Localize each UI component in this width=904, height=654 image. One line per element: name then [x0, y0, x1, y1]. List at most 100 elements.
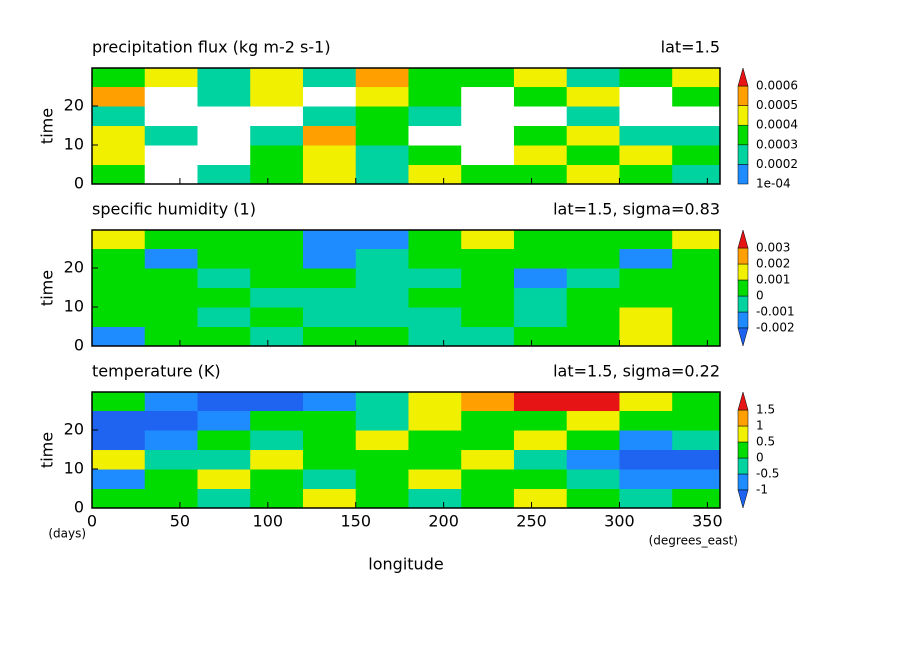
cell	[513, 449, 568, 470]
colorbar-label: -0.002	[756, 321, 795, 335]
colorbar-segment	[737, 441, 749, 459]
colorbar-segment	[737, 279, 749, 297]
cell	[355, 469, 409, 490]
cell	[619, 230, 673, 250]
cell	[513, 86, 568, 107]
cell	[197, 449, 251, 470]
colorbar-arrow	[737, 489, 749, 509]
cell	[461, 145, 515, 166]
cell	[302, 145, 357, 166]
cell	[197, 488, 251, 509]
cell	[566, 469, 620, 490]
cell	[513, 268, 568, 289]
cell	[144, 410, 198, 431]
colorbar-label: 0.5	[756, 435, 775, 449]
cell	[408, 410, 462, 431]
cell	[250, 287, 304, 308]
cell	[92, 469, 146, 490]
cell	[513, 410, 568, 431]
cell	[302, 307, 357, 328]
cell	[355, 287, 409, 308]
cell	[461, 287, 515, 308]
cell	[408, 125, 462, 146]
cell	[408, 307, 462, 328]
colorbar-segment	[737, 247, 749, 265]
y-tick-label: 20	[64, 420, 84, 439]
cell	[672, 248, 721, 269]
cell	[566, 230, 620, 250]
cell	[513, 469, 568, 490]
cell	[302, 392, 357, 412]
colorbar-label: 0.0003	[756, 137, 798, 151]
cell	[302, 230, 357, 250]
colorbar-arrow	[737, 327, 749, 347]
cell	[619, 106, 673, 127]
cell	[672, 230, 721, 250]
cell	[461, 430, 515, 451]
cell	[302, 164, 357, 185]
cell	[355, 488, 409, 509]
cell	[513, 326, 568, 347]
cell	[302, 449, 357, 470]
cell	[619, 268, 673, 289]
cell	[197, 326, 251, 347]
cell	[197, 230, 251, 250]
cell	[250, 268, 304, 289]
cell	[461, 86, 515, 107]
cell	[355, 125, 409, 146]
cell	[302, 268, 357, 289]
cell	[92, 430, 146, 451]
cell	[461, 469, 515, 490]
cell	[250, 248, 304, 269]
cell	[250, 469, 304, 490]
y-tick-label: 10	[64, 297, 84, 316]
cell	[513, 307, 568, 328]
y-tick-label: 0	[74, 336, 84, 355]
cell	[566, 410, 620, 431]
cell	[144, 430, 198, 451]
cell	[672, 125, 721, 146]
colorbar-label: 1	[756, 419, 764, 433]
colorbar-label: -1	[756, 483, 768, 497]
cell	[92, 287, 146, 308]
cell	[92, 86, 146, 107]
cell	[672, 392, 721, 412]
x-units: (degrees_east)	[649, 534, 738, 548]
cell	[144, 248, 198, 269]
colorbar-label: 0	[756, 451, 764, 465]
colorbar-label: -0.001	[756, 305, 795, 319]
cell	[250, 125, 304, 146]
x-tick-label: 200	[428, 512, 459, 531]
cell	[250, 106, 304, 127]
colorbar-segment	[737, 295, 749, 313]
cell	[92, 307, 146, 328]
panel-subtitle: lat=1.5, sigma=0.22	[553, 362, 720, 381]
cell	[92, 268, 146, 289]
cell	[408, 392, 462, 412]
colorbar-segment	[737, 105, 749, 126]
y-axis-label: time	[38, 270, 57, 306]
y-tick-label: 10	[64, 459, 84, 478]
cell	[197, 268, 251, 289]
cell	[619, 430, 673, 451]
cell	[619, 68, 673, 88]
colorbar-label: 0.001	[756, 273, 790, 287]
cell	[672, 307, 721, 328]
cell	[92, 410, 146, 431]
cell	[461, 230, 515, 250]
cell	[513, 145, 568, 166]
cell	[302, 248, 357, 269]
cell	[461, 164, 515, 185]
cell	[144, 449, 198, 470]
cell	[672, 86, 721, 107]
cell	[250, 392, 304, 412]
cell	[250, 230, 304, 250]
cell	[619, 326, 673, 347]
cell	[197, 430, 251, 451]
cell	[144, 86, 198, 107]
cell	[513, 392, 568, 412]
cell	[144, 469, 198, 490]
cell	[250, 164, 304, 185]
cell	[92, 488, 146, 509]
